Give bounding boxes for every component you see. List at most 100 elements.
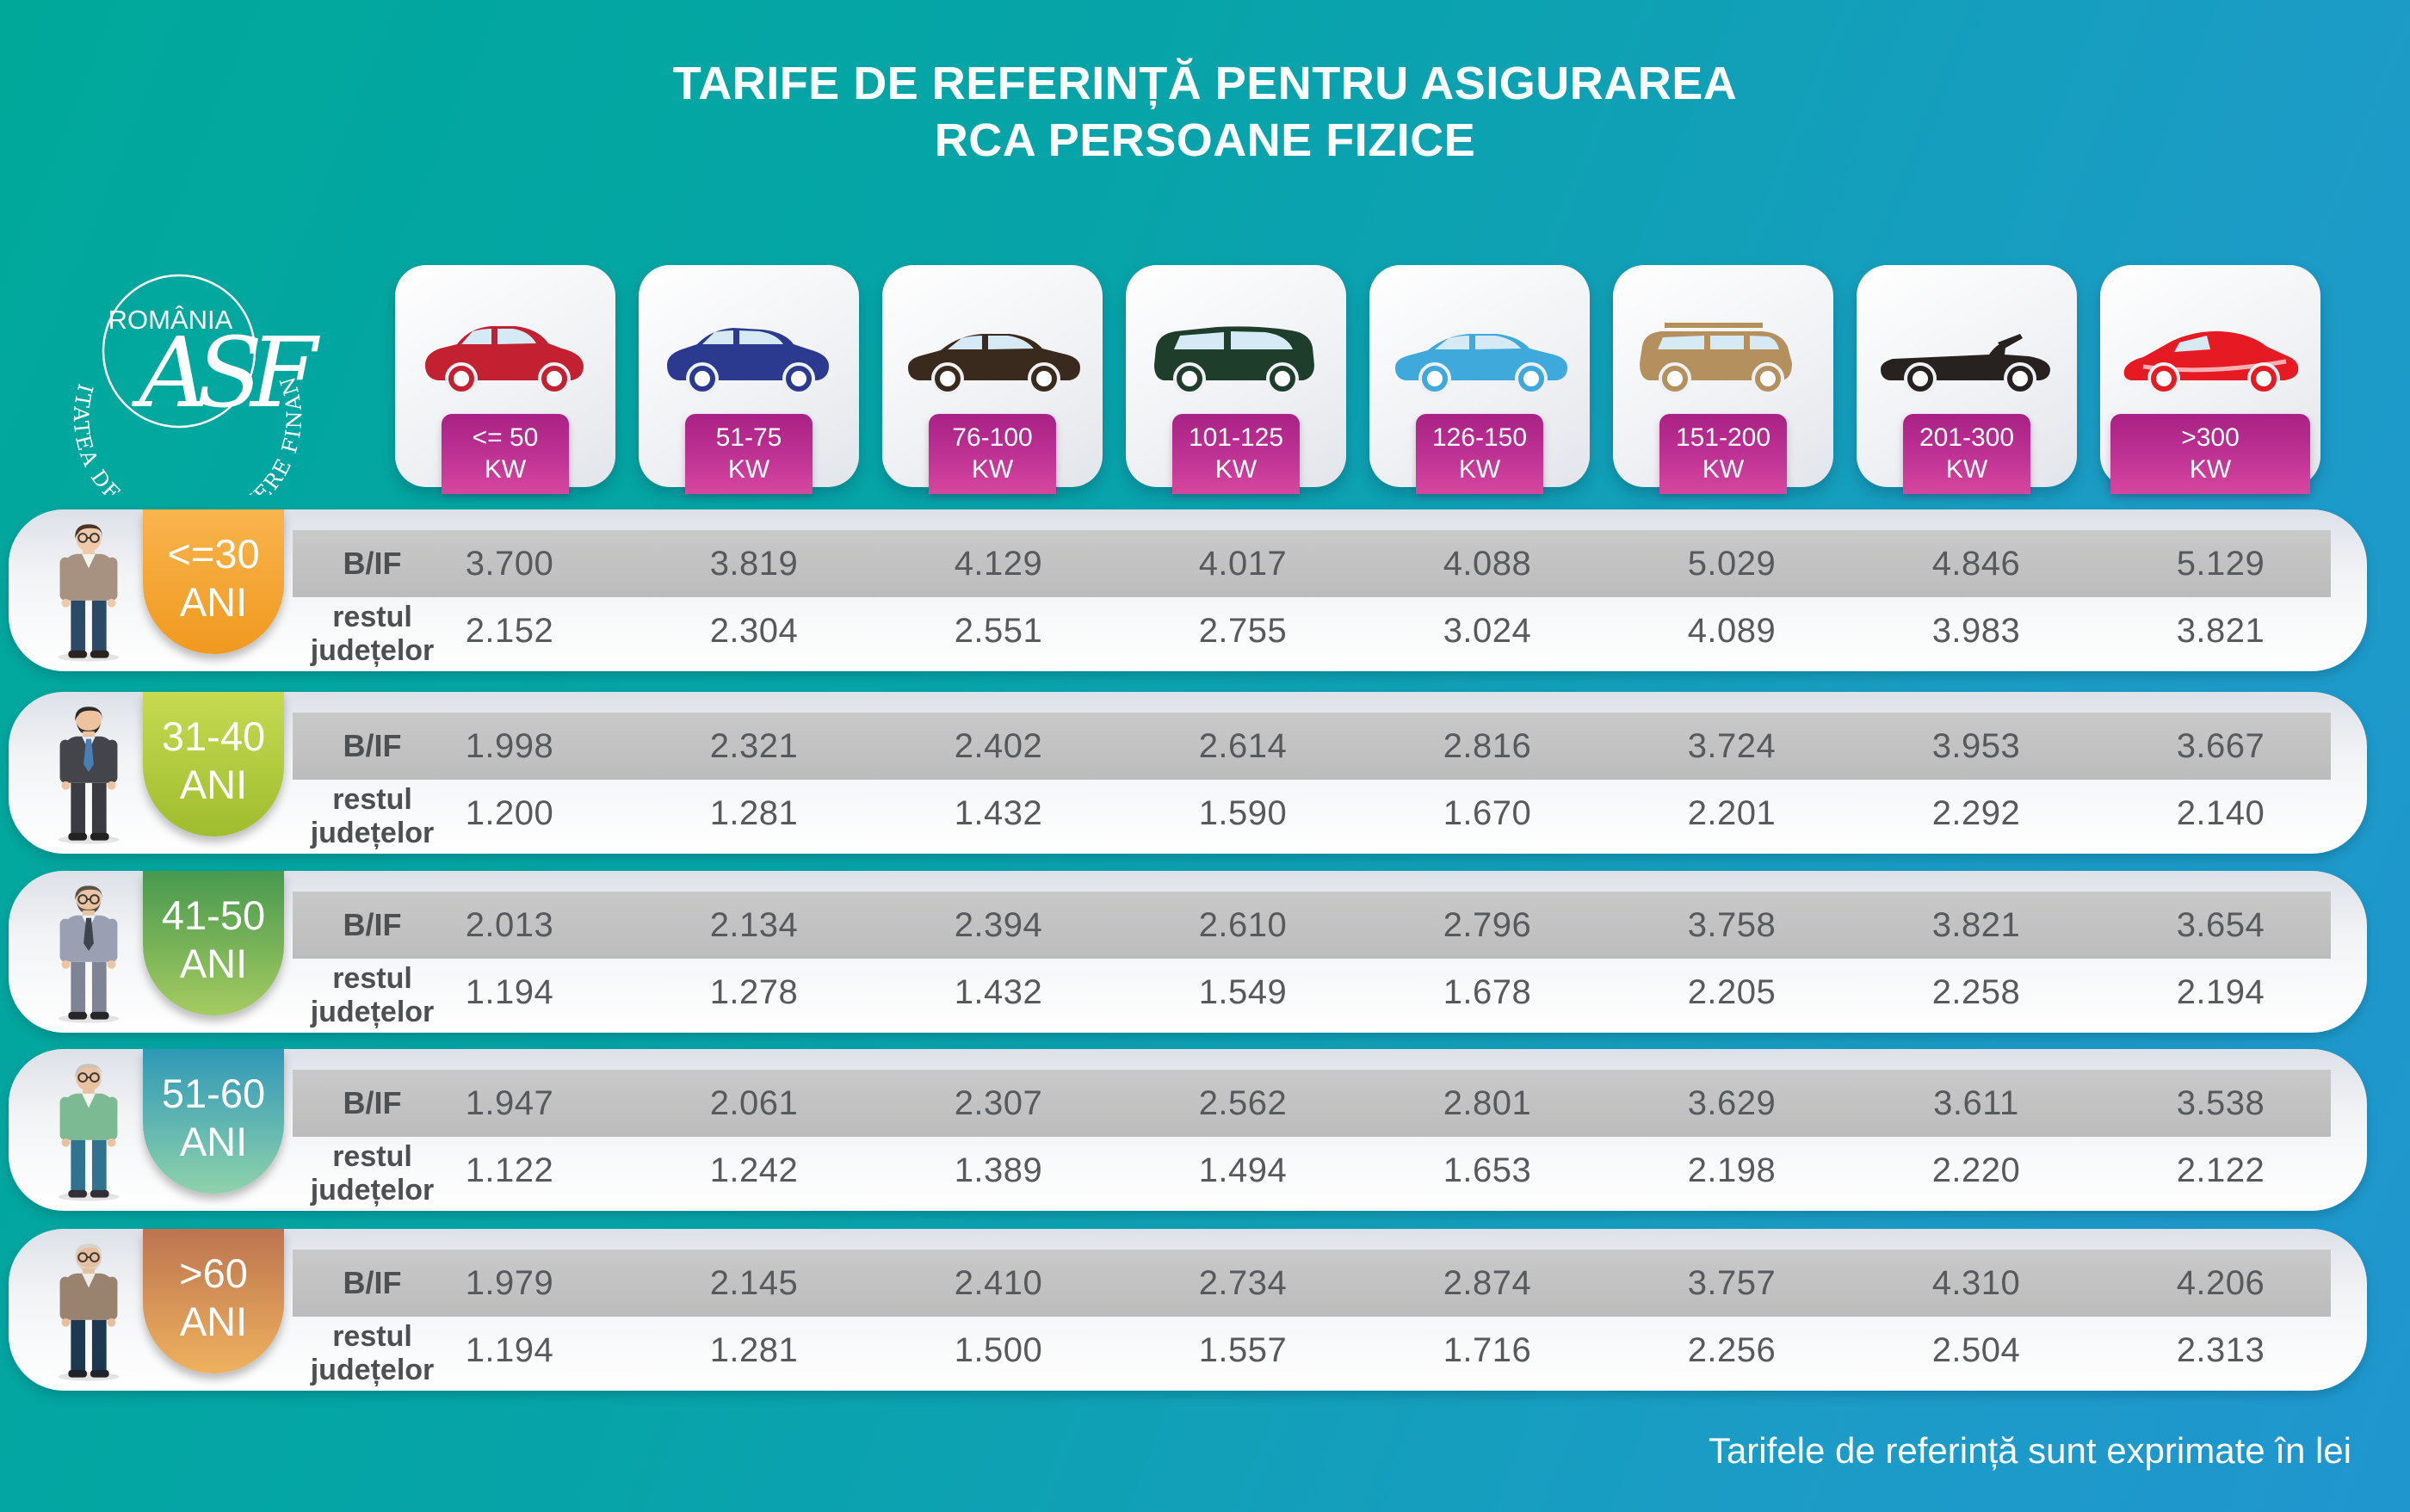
tariff-value: 2.140 bbox=[2176, 793, 2265, 832]
tariff-value: 2.292 bbox=[1931, 793, 2021, 832]
age-range: 31-40 bbox=[161, 713, 266, 759]
tariff-value: 2.755 bbox=[1198, 611, 1288, 650]
age-unit: ANI bbox=[179, 941, 248, 986]
tariff-value: 3.819 bbox=[709, 544, 799, 583]
tariff-value: 3.758 bbox=[1687, 905, 1777, 944]
kw-range: 151-200 bbox=[1675, 423, 1771, 452]
tariff-value: 2.796 bbox=[1443, 905, 1532, 944]
tariff-value: 4.206 bbox=[2176, 1263, 2265, 1302]
tariff-value: 2.258 bbox=[1931, 972, 2021, 1011]
kw-range-badge: 201-300 KW bbox=[1903, 414, 2030, 494]
kw-range: 76-100 bbox=[952, 423, 1033, 452]
rest-label-line1: restul bbox=[332, 1140, 412, 1173]
kw-unit: KW bbox=[727, 455, 770, 484]
tariff-value: 3.983 bbox=[1931, 611, 2021, 650]
age-unit: ANI bbox=[179, 1119, 248, 1164]
tariff-value: 5.129 bbox=[2176, 544, 2265, 583]
tariff-value: 1.549 bbox=[1198, 972, 1288, 1011]
suv_large-car-icon bbox=[1640, 323, 1792, 395]
tariff-value: 2.801 bbox=[1443, 1083, 1532, 1122]
age-range: 51-60 bbox=[161, 1071, 266, 1116]
tariff-value: 4.846 bbox=[1931, 544, 2021, 583]
tariff-value: 4.017 bbox=[1198, 544, 1288, 583]
power-category-card: <= 50 KW bbox=[395, 265, 615, 494]
tariff-value: 2.122 bbox=[2176, 1151, 2265, 1189]
tariff-value: 2.394 bbox=[954, 905, 1043, 944]
page-title: TARIFE DE REFERINȚĂ PENTRU ASIGURAREA RC… bbox=[0, 55, 2410, 169]
power-category-card: 201-300 KW bbox=[1857, 265, 2077, 494]
bif-row-label: B/IF bbox=[343, 546, 402, 581]
bif-band bbox=[293, 713, 2331, 780]
tariff-value: 1.494 bbox=[1198, 1151, 1288, 1189]
age-unit: ANI bbox=[179, 762, 248, 807]
age-group-badge: 41-50 ANI bbox=[143, 871, 284, 1015]
tariff-value: 2.220 bbox=[1931, 1151, 2021, 1189]
person-icon bbox=[58, 707, 120, 844]
tariff-value: 4.089 bbox=[1687, 611, 1777, 650]
logo-circle bbox=[102, 274, 256, 429]
footer-note: Tarifele de referință sunt exprimate în … bbox=[1708, 1430, 2351, 1471]
rest-label-line1: restul bbox=[332, 1320, 412, 1353]
age-group-row: <=30 ANI B/IF restul județelor 3.700 3.81… bbox=[9, 509, 2367, 671]
tariff-value: 1.670 bbox=[1443, 793, 1532, 832]
age-range: 41-50 bbox=[161, 892, 266, 938]
tariff-value: 3.821 bbox=[1931, 905, 2021, 944]
tariff-value: 2.734 bbox=[1198, 1263, 1288, 1302]
kw-range: 201-300 bbox=[1919, 423, 2015, 452]
tariff-value: 1.557 bbox=[1198, 1330, 1288, 1369]
kw-range-badge: 101-125 KW bbox=[1172, 414, 1300, 494]
age-group-badge: <=30 ANI bbox=[143, 509, 284, 654]
power-category-card: 76-100 KW bbox=[882, 265, 1103, 494]
person-icon bbox=[58, 1244, 120, 1381]
bif-row-label: B/IF bbox=[343, 1265, 402, 1300]
tariff-value: 1.678 bbox=[1443, 972, 1532, 1011]
tariff-value: 1.998 bbox=[465, 726, 554, 765]
tariff-value: 1.432 bbox=[954, 793, 1043, 832]
rest-values-row: 1.122 1.242 1.389 1.494 1.653 2.198 2.220 2.122 bbox=[387, 1144, 2343, 1197]
tariff-value: 1.122 bbox=[465, 1151, 554, 1189]
tariff-value: 1.947 bbox=[465, 1083, 554, 1122]
kw-range: 51-75 bbox=[715, 423, 782, 452]
bif-band bbox=[293, 892, 2331, 959]
rest-values-row: 1.194 1.281 1.500 1.557 1.716 2.256 2.504 2.313 bbox=[387, 1324, 2343, 1377]
kw-range: 126-150 bbox=[1431, 423, 1528, 452]
tariff-value: 3.667 bbox=[2176, 726, 2265, 765]
tariff-value: 3.654 bbox=[2176, 905, 2265, 944]
tariff-value: 2.313 bbox=[2176, 1330, 2265, 1369]
kw-range: >300 bbox=[2181, 423, 2240, 452]
tariff-value: 2.816 bbox=[1443, 726, 1532, 765]
suv_small-car-icon bbox=[667, 328, 829, 395]
kw-range-badge: 51-75 KW bbox=[685, 414, 813, 494]
tariff-value: 3.538 bbox=[2176, 1083, 2265, 1122]
power-category-card: >300 KW bbox=[2100, 265, 2320, 494]
tariff-value: 2.201 bbox=[1687, 793, 1777, 832]
rest-label-line2: județelor bbox=[310, 817, 435, 849]
tariff-value: 2.152 bbox=[465, 611, 554, 650]
sports-car-icon bbox=[2123, 330, 2299, 395]
page-title-line1: TARIFE DE REFERINȚĂ PENTRU ASIGURAREA bbox=[672, 58, 1738, 109]
rest-label-line1: restul bbox=[332, 962, 412, 995]
tariff-value: 3.611 bbox=[1933, 1083, 2019, 1122]
tariff-value: 4.088 bbox=[1443, 544, 1532, 583]
age-group-badge: 31-40 ANI bbox=[143, 692, 284, 836]
bif-row-label: B/IF bbox=[343, 907, 402, 942]
logo-monogram: ASF bbox=[131, 318, 320, 429]
tariff-value: 1.278 bbox=[709, 972, 799, 1011]
tariff-value: 3.724 bbox=[1687, 726, 1777, 765]
age-group-badge: >60 ANI bbox=[143, 1229, 284, 1373]
rest-row-label: restul județelor bbox=[293, 783, 452, 850]
rest-label-line2: județelor bbox=[310, 1174, 435, 1207]
bif-band bbox=[293, 1250, 2331, 1317]
age-range: <=30 bbox=[167, 531, 260, 577]
tariff-value: 2.134 bbox=[709, 905, 799, 944]
bif-values-row: 1.998 2.321 2.402 2.614 2.816 3.724 3.953 3.667 bbox=[387, 713, 2343, 780]
kw-range-badge: 126-150 KW bbox=[1416, 414, 1543, 494]
tariff-value: 1.590 bbox=[1198, 793, 1288, 832]
rest-label-line1: restul bbox=[332, 601, 412, 633]
person-icon bbox=[58, 886, 120, 1023]
age-group-row: 51-60 ANI B/IF restul județelor 1.947 2.0… bbox=[9, 1049, 2367, 1211]
kw-unit: KW bbox=[1214, 455, 1258, 484]
tariff-value: 2.145 bbox=[709, 1263, 799, 1302]
logo-country: ROMÂNIA bbox=[108, 305, 233, 335]
